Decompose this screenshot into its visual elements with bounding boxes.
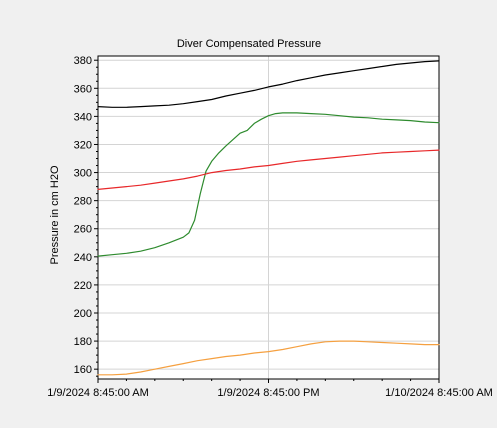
series-line-1 — [97, 60, 440, 108]
data-series — [97, 60, 440, 376]
x-tick-label: 1/9/2024 8:45:00 AM — [47, 387, 149, 399]
plot-border — [97, 55, 440, 380]
y-tick-label: 360 — [74, 83, 92, 95]
y-tick-label: 160 — [74, 364, 92, 376]
y-tick-label: 300 — [74, 168, 92, 180]
series-line-2 — [97, 112, 440, 257]
chart-title: Diver Compensated Pressure — [177, 38, 321, 50]
x-tick-label: 1/10/2024 8:45:00 AM — [385, 387, 493, 399]
series-line-4 — [97, 340, 440, 376]
grid-lines — [98, 56, 439, 379]
y-tick-label: 180 — [74, 336, 92, 348]
x-tick-label: 1/9/2024 8:45:00 PM — [217, 387, 319, 399]
y-tick-label: 200 — [74, 308, 92, 320]
y-tick-label: 280 — [74, 196, 92, 208]
y-tick-label: 320 — [74, 139, 92, 151]
y-tick-label: 340 — [74, 111, 92, 123]
y-tick-label: 380 — [74, 55, 92, 67]
axes: 160 180 200 220 240 260 280 300 320 340 360 380 1/9/… — [47, 55, 493, 399]
y-tick-label: 220 — [74, 280, 92, 292]
series-line-3 — [97, 149, 440, 190]
y-axis-label: Pressure in cm H2O — [49, 165, 61, 264]
y-tick-label: 260 — [74, 224, 92, 236]
y-tick-label: 240 — [74, 252, 92, 264]
